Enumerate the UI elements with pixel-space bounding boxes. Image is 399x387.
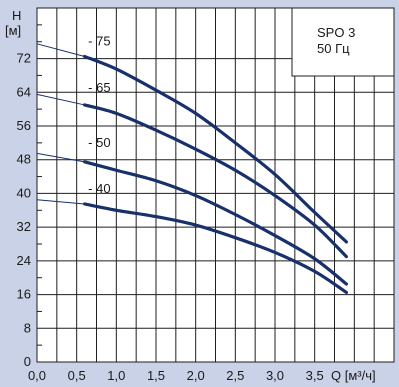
x-tick-label: 1,0 bbox=[107, 368, 125, 383]
legend-frequency: 50 Гц bbox=[317, 41, 350, 56]
x-tick-label: 2,0 bbox=[187, 368, 205, 383]
x-tick-label: 1,5 bbox=[147, 368, 165, 383]
curve-thin-segment bbox=[36, 43, 85, 57]
grid bbox=[36, 7, 395, 363]
curve-operating-segment bbox=[83, 160, 348, 286]
y-tick-label: 8 bbox=[24, 320, 31, 335]
y-tick-label: 16 bbox=[17, 287, 31, 302]
legend-background bbox=[291, 7, 395, 77]
x-tick-label: 3,0 bbox=[266, 368, 284, 383]
x-tick-label: 0,0 bbox=[28, 368, 46, 383]
curve-operating-segment bbox=[83, 54, 348, 244]
x-tick-label: 2,5 bbox=[226, 368, 244, 383]
y-tick-label: 48 bbox=[17, 152, 31, 167]
curve-thin-segment bbox=[36, 199, 85, 205]
legend-box: SPO 3 50 Гц bbox=[291, 7, 395, 77]
legend-model: SPO 3 bbox=[317, 25, 355, 40]
tick-labels: 0 8 16 24 32 40 48 56 64 72 0,0 0,5 1,0 1,5 2,0 2,5 3,0 3… bbox=[17, 51, 324, 383]
y-tick-label: 72 bbox=[17, 51, 31, 66]
curve-label: - 40 bbox=[88, 181, 110, 196]
y-tick-label: 64 bbox=[17, 84, 31, 99]
curves: - 75 - 65 - 50 - 40 bbox=[36, 34, 348, 295]
x-tick-label: 3,5 bbox=[306, 368, 324, 383]
curve-label: - 65 bbox=[88, 80, 110, 95]
y-tick-label: 0 bbox=[24, 354, 31, 369]
y-tick-label: 24 bbox=[17, 253, 31, 268]
plot-border bbox=[36, 7, 395, 363]
curve-thin-segment bbox=[36, 152, 85, 163]
curve-operating-segment bbox=[83, 202, 348, 295]
curve-label: - 50 bbox=[88, 135, 110, 150]
curve-label: - 75 bbox=[88, 34, 110, 49]
y-tick-label: 40 bbox=[17, 185, 31, 200]
x-axis-title: Q [м³/ч] bbox=[331, 368, 376, 383]
y-axis-title-line2: [м] bbox=[5, 23, 21, 38]
y-tick-label: 32 bbox=[17, 219, 31, 234]
curve-thin-segment bbox=[36, 93, 85, 106]
curve-operating-segment bbox=[83, 103, 348, 259]
y-tick-label: 56 bbox=[17, 118, 31, 133]
x-tick-label: 0,5 bbox=[68, 368, 86, 383]
y-axis-title-line1: H bbox=[12, 8, 21, 23]
